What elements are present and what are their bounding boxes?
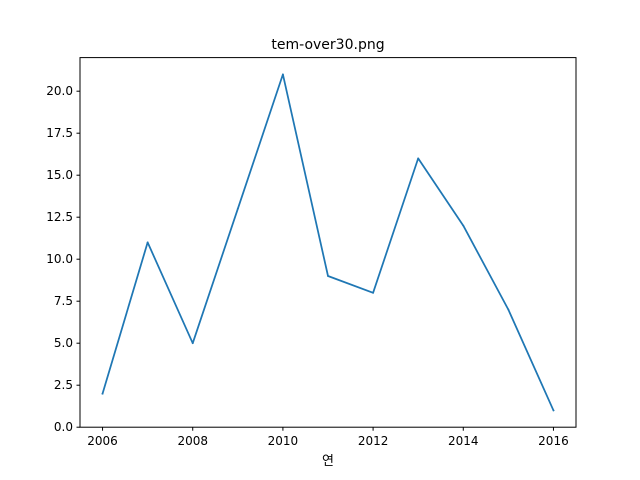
y-tick-label: 2.5 <box>54 378 73 392</box>
x-tick-label: 2014 <box>448 434 479 448</box>
x-tick-label: 2008 <box>177 434 208 448</box>
data-point <box>327 275 329 277</box>
y-tick-label: 15.0 <box>46 168 73 182</box>
data-point <box>462 224 465 227</box>
x-axis-label: 연 <box>322 454 334 469</box>
x-tick-label: 2010 <box>268 434 299 448</box>
data-point <box>507 308 510 311</box>
y-tick-label: 20.0 <box>46 84 73 98</box>
data-point <box>236 207 239 210</box>
data-point <box>282 73 284 76</box>
x-axis: 2006 2008 2010 2012 2014 2016 <box>87 427 569 448</box>
data-point <box>191 342 194 345</box>
x-tick-label: 2012 <box>358 434 389 448</box>
data-point <box>101 392 104 395</box>
series-group <box>101 73 555 412</box>
x-tick-label: 2006 <box>87 434 118 448</box>
y-tick-label: 10.0 <box>46 252 73 266</box>
plot-frame <box>79 57 577 428</box>
y-tick-label: 17.5 <box>46 126 73 140</box>
data-point <box>372 291 374 294</box>
y-tick-label: 5.0 <box>54 336 73 350</box>
chart-title: tem-over30.png <box>271 37 384 53</box>
y-axis: 0.0 2.5 5.0 7.5 10.0 12.5 15.0 17.5 20.0 <box>46 84 80 434</box>
data-point <box>417 157 420 160</box>
y-tick-label: 12.5 <box>46 210 73 224</box>
data-point <box>146 241 149 244</box>
series-line <box>101 73 555 412</box>
data-point <box>552 409 555 412</box>
x-tick-label: 2016 <box>538 434 569 448</box>
y-tick-label: 0.0 <box>54 420 73 434</box>
y-tick-label: 7.5 <box>54 294 73 308</box>
